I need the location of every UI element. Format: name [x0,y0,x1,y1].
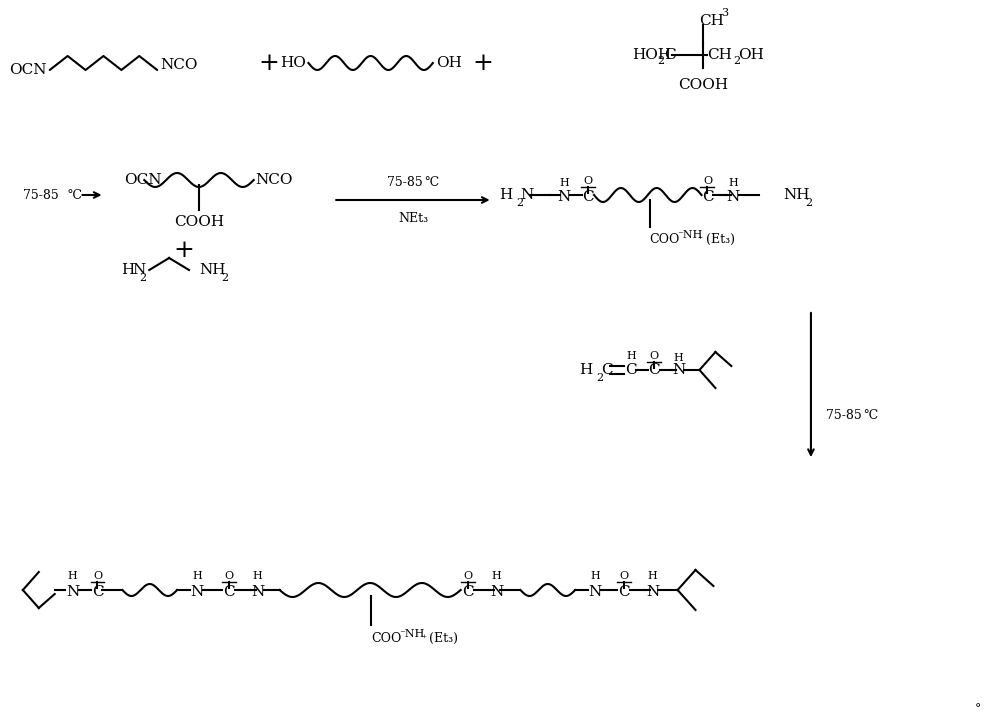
Text: H: H [121,263,134,277]
Text: H: H [648,571,658,581]
Text: ℃: ℃ [68,188,82,202]
Text: +: + [258,51,279,75]
Text: 2: 2 [516,198,524,208]
Text: NEt₃: NEt₃ [398,212,428,225]
Text: 2: 2 [139,273,146,283]
Text: (Et₃): (Et₃) [429,631,458,645]
Text: H: H [68,571,77,581]
Text: NH: NH [783,188,810,202]
Text: 75-85 ℃: 75-85 ℃ [826,408,878,421]
Text: N: N [672,363,685,377]
Text: O: O [93,571,102,581]
Text: H: H [626,351,636,361]
Text: H: H [499,188,512,202]
Text: 2: 2 [805,198,812,208]
Text: 2: 2 [596,373,603,383]
Text: C: C [462,585,473,599]
Text: H: H [674,353,683,363]
Text: H: H [728,178,738,188]
Text: N: N [588,585,602,599]
Text: HOH: HOH [632,48,671,62]
Text: NCO: NCO [256,173,293,187]
Text: C: C [618,585,630,599]
Text: C: C [223,585,235,599]
Text: (Et₃): (Et₃) [706,233,735,246]
Text: 75-85 ℃: 75-85 ℃ [387,175,439,188]
Text: COO: COO [371,631,402,645]
Text: OCN: OCN [9,63,47,77]
Text: O: O [619,571,628,581]
Text: NCO: NCO [160,58,198,72]
Text: O: O [703,176,712,186]
Text: 2: 2 [658,56,665,66]
Text: 2: 2 [221,273,228,283]
Text: 75-85: 75-85 [23,188,59,202]
Text: OH: OH [738,48,764,62]
Text: C: C [664,48,675,62]
Text: 2: 2 [733,56,740,66]
Text: N: N [727,190,740,204]
Text: +: + [472,51,493,75]
Text: C: C [625,363,637,377]
Text: N: N [520,188,534,202]
Text: C: C [92,585,103,599]
Text: C: C [601,363,613,377]
Text: C: C [582,190,594,204]
Text: COOH: COOH [174,215,224,229]
Text: N: N [646,585,659,599]
Text: °: ° [975,703,981,716]
Text: N: N [132,263,145,277]
Text: ⁺: ⁺ [421,634,426,642]
Text: N: N [190,585,204,599]
Text: H: H [192,571,202,581]
Text: O: O [463,571,472,581]
Text: ⁻NH: ⁻NH [399,629,424,639]
Text: N: N [558,190,571,204]
Text: O: O [224,571,233,581]
Text: OCN: OCN [124,173,162,187]
Text: H: H [579,363,592,377]
Text: NH: NH [199,263,225,277]
Text: O: O [649,351,658,361]
Text: C: C [702,190,713,204]
Text: H: H [253,571,263,581]
Text: CH: CH [699,14,724,28]
Text: O: O [583,176,593,186]
Text: C: C [648,363,660,377]
Text: H: H [492,571,501,581]
Text: 3: 3 [721,8,729,18]
Text: H: H [559,178,569,188]
Text: ⁺: ⁺ [698,234,703,244]
Text: ⁻NH: ⁻NH [678,230,703,240]
Text: N: N [66,585,79,599]
Text: +: + [174,239,194,262]
Text: HO: HO [281,56,306,70]
Text: CH: CH [707,48,732,62]
Text: COO: COO [650,233,680,246]
Text: H: H [590,571,600,581]
Text: N: N [251,585,264,599]
Text: OH: OH [436,56,462,70]
Text: COOH: COOH [678,78,729,92]
Text: N: N [490,585,503,599]
